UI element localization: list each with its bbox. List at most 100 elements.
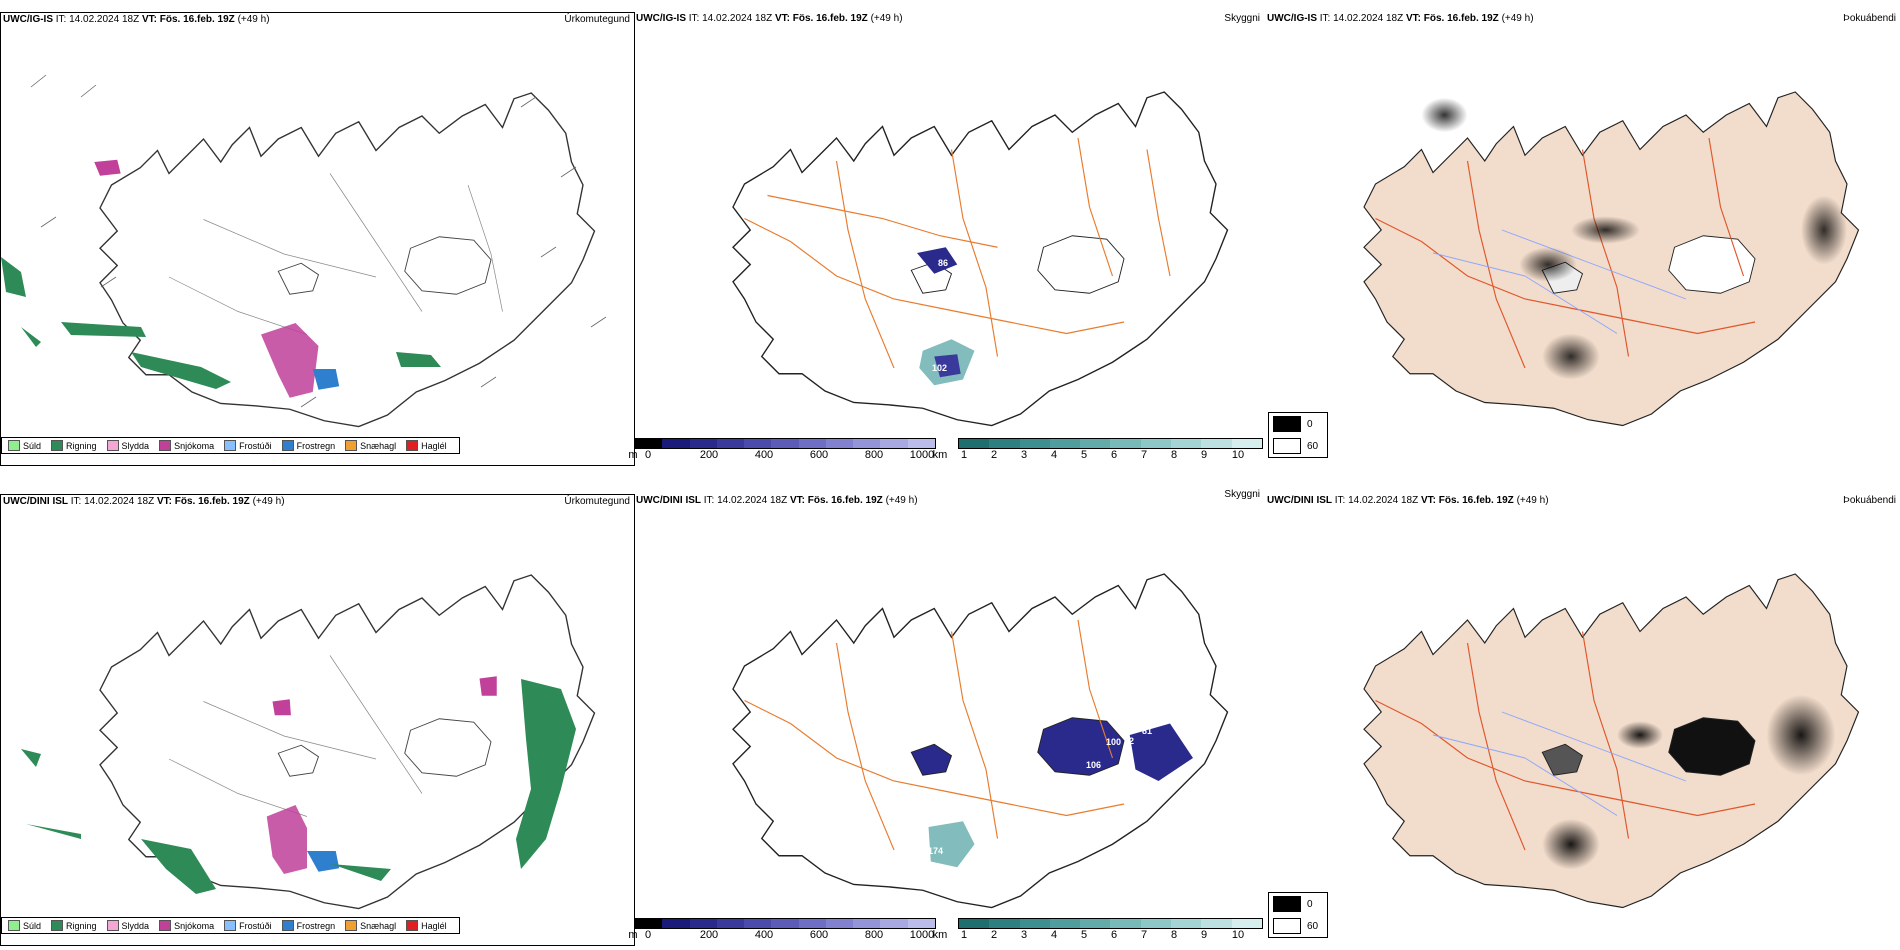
cloud-label: 306 bbox=[934, 874, 949, 884]
cloud-label: 56 bbox=[908, 396, 918, 406]
legend-item: Haglél bbox=[406, 440, 447, 451]
tick: 800 bbox=[864, 449, 884, 461]
precip-legend: Súld Rigning Slydda Snjókoma Frostúði Fr… bbox=[1, 917, 460, 934]
panel-title: Úrkomutegund bbox=[564, 496, 630, 507]
colorbar-bar bbox=[634, 918, 936, 929]
cloud-label: 100 bbox=[1106, 737, 1121, 747]
legend-item: Frostúði bbox=[224, 440, 272, 451]
tick: 1000 bbox=[909, 449, 935, 461]
panel-header: UWC/IG-IS IT: 14.02.2024 18Z VT: Fös. 16… bbox=[636, 13, 903, 24]
legend-item: Rigning bbox=[51, 920, 97, 931]
cloud-label: 92 bbox=[1016, 768, 1026, 778]
cloud-label: 14 bbox=[941, 728, 951, 738]
legend-item: Rigning bbox=[51, 440, 97, 451]
tick: 3 bbox=[1020, 929, 1028, 941]
cloud-panel-1: UWC/IG-IS IT: 14.02.2024 18Z VT: Fös. 16… bbox=[634, 12, 1264, 464]
cloud-label: 164 bbox=[934, 400, 949, 410]
tick: 400 bbox=[754, 929, 774, 941]
tick: 8 bbox=[1170, 929, 1178, 941]
panel-title: Þokuábendi bbox=[1843, 13, 1896, 24]
tick: 2 bbox=[990, 449, 998, 461]
legend-item: Slydda bbox=[106, 920, 149, 931]
legend-item: Slydda bbox=[106, 440, 149, 451]
legend-item: Frostregn bbox=[281, 440, 335, 451]
tick: 5 bbox=[1080, 929, 1088, 941]
tick: 9 bbox=[1200, 449, 1208, 461]
tick: 1 bbox=[960, 929, 968, 941]
tick: 5 bbox=[1080, 449, 1088, 461]
fog-map bbox=[1363, 91, 1860, 427]
legend-item: Snæhagl bbox=[345, 920, 396, 931]
colorbar-unit: km bbox=[932, 449, 948, 461]
tick: 200 bbox=[699, 449, 719, 461]
cloud-label: 86 bbox=[938, 258, 948, 268]
precip-legend: Súld Rigning Slydda Snjókoma Frostúði Fr… bbox=[1, 437, 460, 454]
tick: 3 bbox=[1020, 449, 1028, 461]
fog-panel-2: UWC/DINI ISL IT: 14.02.2024 18Z VT: Fös.… bbox=[1265, 494, 1900, 944]
cloud-map: 11 14 91 92 106 100 92 81 82 174 306 10 bbox=[732, 573, 1229, 909]
tick: 600 bbox=[809, 929, 829, 941]
panel-title: Skyggni bbox=[1224, 13, 1260, 24]
colorbar-bar bbox=[958, 438, 1263, 449]
cloud-label: 11 bbox=[896, 725, 906, 735]
tick: 8 bbox=[1170, 449, 1178, 461]
tick: 200 bbox=[699, 929, 719, 941]
panel-title: Skyggni bbox=[1224, 489, 1260, 500]
colorbar-bar bbox=[634, 438, 936, 449]
tick: 4 bbox=[1050, 449, 1058, 461]
fog-panel-1: UWC/IG-IS IT: 14.02.2024 18Z VT: Fös. 16… bbox=[1265, 12, 1900, 464]
vis-colorbar-2: km 1 2 3 4 5 6 7 8 9 10 bbox=[933, 918, 1263, 943]
precip-map bbox=[21, 574, 596, 910]
tick: 10 bbox=[1231, 929, 1245, 941]
tick: 7 bbox=[1140, 929, 1148, 941]
tick: 1000 bbox=[909, 929, 935, 941]
legend-item: Snjókoma bbox=[159, 920, 214, 931]
colorbar-bar bbox=[958, 918, 1263, 929]
tick: 0 bbox=[644, 449, 652, 461]
legend-item: Snjókoma bbox=[159, 440, 214, 451]
tick: 9 bbox=[1200, 929, 1208, 941]
cloud-map: 86 94 102 56 164 bbox=[732, 91, 1229, 427]
panel-title: Þokuábendi bbox=[1843, 495, 1896, 506]
cloud-label: 106 bbox=[1086, 760, 1101, 770]
cloud-label: 92 bbox=[1124, 736, 1134, 746]
cloud-label: 174 bbox=[928, 846, 943, 856]
tick: 4 bbox=[1050, 929, 1058, 941]
fog-legend-1: 0 60 bbox=[1268, 412, 1328, 458]
vis-colorbar-1: km 1 2 3 4 5 6 7 8 9 10 bbox=[933, 438, 1263, 463]
panel-header: UWC/DINI ISL IT: 14.02.2024 18Z VT: Fös.… bbox=[1267, 495, 1549, 506]
tick: 6 bbox=[1110, 449, 1118, 461]
legend-item: Haglél bbox=[406, 920, 447, 931]
panel-header: UWC/DINI ISL IT: 14.02.2024 18Z VT: Fös.… bbox=[636, 495, 918, 506]
cloud-label: 82 bbox=[1174, 700, 1184, 710]
height-colorbar-2: m 0 200 400 600 800 1000 bbox=[628, 918, 936, 943]
tick: 7 bbox=[1140, 449, 1148, 461]
fog-map bbox=[1363, 573, 1860, 909]
panel-header: UWC/DINI ISL IT: 14.02.2024 18Z VT: Fös.… bbox=[3, 496, 285, 507]
legend-item: Frostúði bbox=[224, 920, 272, 931]
colorbar-unit: m bbox=[628, 449, 638, 461]
cloud-label: 10 bbox=[908, 878, 918, 888]
precip-panel-1: UWC/IG-IS IT: 14.02.2024 18Z VT: Fös. 16… bbox=[0, 12, 635, 466]
tick: 2 bbox=[990, 929, 998, 941]
cloud-label: 102 bbox=[932, 363, 947, 373]
cloud-label: 94 bbox=[919, 270, 929, 280]
panel-header: UWC/IG-IS IT: 14.02.2024 18Z VT: Fös. 16… bbox=[3, 14, 270, 25]
legend-item: Súld bbox=[8, 920, 41, 931]
legend-item: Frostregn bbox=[281, 920, 335, 931]
tick: 0 bbox=[644, 929, 652, 941]
precip-map bbox=[1, 74, 607, 428]
panel-header: UWC/IG-IS IT: 14.02.2024 18Z VT: Fös. 16… bbox=[1267, 13, 1534, 24]
colorbar-unit: m bbox=[628, 929, 638, 941]
tick: 1 bbox=[960, 449, 968, 461]
panel-title: Úrkomutegund bbox=[564, 14, 630, 25]
tick: 10 bbox=[1231, 449, 1245, 461]
tick: 600 bbox=[809, 449, 829, 461]
legend-item: Snæhagl bbox=[345, 440, 396, 451]
precip-panel-2: UWC/DINI ISL IT: 14.02.2024 18Z VT: Fös.… bbox=[0, 494, 635, 946]
cloud-panel-2: UWC/DINI ISL IT: 14.02.2024 18Z VT: Fös.… bbox=[634, 489, 1264, 944]
cloud-label: 81 bbox=[1142, 726, 1152, 736]
tick: 800 bbox=[864, 929, 884, 941]
tick: 400 bbox=[754, 449, 774, 461]
height-colorbar-1: m 0 200 400 600 800 1000 bbox=[628, 438, 936, 463]
